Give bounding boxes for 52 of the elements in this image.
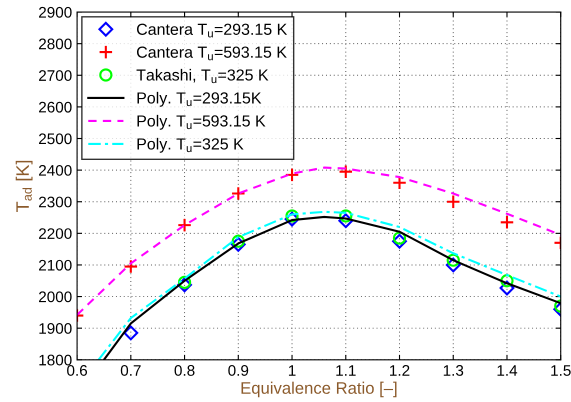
y-tick-label: 2300 [39, 196, 72, 208]
legend-label: Cantera T$_{u}$=293.15 K [136, 24, 288, 38]
point [284, 212, 300, 227]
x-tick-label: 1.3 [444, 365, 464, 376]
point [338, 164, 354, 179]
x-tick-label: 1.2 [390, 365, 410, 376]
x-tick-label: 0.9 [228, 365, 248, 376]
y-tick-label: 2200 [39, 228, 72, 240]
point [232, 234, 245, 248]
legend-label: Poly. T$_{u}$=593.15 K [137, 114, 266, 130]
legend-label: Cantera T$_{u}$=593.15 K [136, 46, 287, 60]
point [500, 214, 514, 230]
point [500, 274, 514, 288]
point [339, 209, 352, 223]
point [123, 325, 138, 340]
y-tick-label: 2900 [39, 6, 72, 18]
y-axis-title: T$_{ad}$ [K] [16, 160, 33, 212]
x-tick-label: 1.1 [336, 365, 356, 376]
point [285, 209, 299, 223]
x-tick-label: 1 [288, 365, 296, 376]
y-tick-label: 2700 [39, 70, 72, 81]
point [230, 236, 246, 252]
x-axis-title: Equivalence Ratio [–] [242, 382, 396, 398]
y-tick-label: 2800 [39, 38, 72, 50]
y-tick-label: 2600 [39, 102, 72, 113]
y-tick-label: 1900 [39, 323, 72, 334]
point [178, 276, 192, 289]
legend-label: Poly. T$_{u}$=325 K [137, 138, 244, 153]
legend-label: Takashi, T$_{u}$=325 K [136, 68, 268, 84]
point [446, 194, 461, 210]
point [500, 280, 514, 296]
point [177, 218, 192, 232]
y-tick-label: 2100 [39, 260, 72, 271]
point [177, 277, 192, 292]
x-tick-label: 0.6 [67, 365, 88, 376]
x-tick-label: 1.4 [498, 365, 518, 376]
y-tick-label: 1800 [39, 354, 72, 366]
x-tick-label: 1.5 [551, 365, 571, 376]
y-tick-label: 2500 [39, 133, 72, 144]
legend-label: Poly. T$_{u}$=293.15K [137, 92, 262, 107]
x-tick-label: 0.7 [120, 365, 141, 376]
x-tick-label: 0.8 [174, 365, 195, 376]
point [124, 259, 138, 274]
point [338, 213, 354, 228]
point [231, 186, 246, 201]
point [284, 168, 300, 182]
point [392, 231, 406, 245]
point [392, 234, 407, 249]
y-tick-label: 2000 [39, 291, 72, 302]
point [446, 258, 461, 272]
y-tick-label: 2400 [39, 164, 72, 176]
point [446, 254, 460, 267]
